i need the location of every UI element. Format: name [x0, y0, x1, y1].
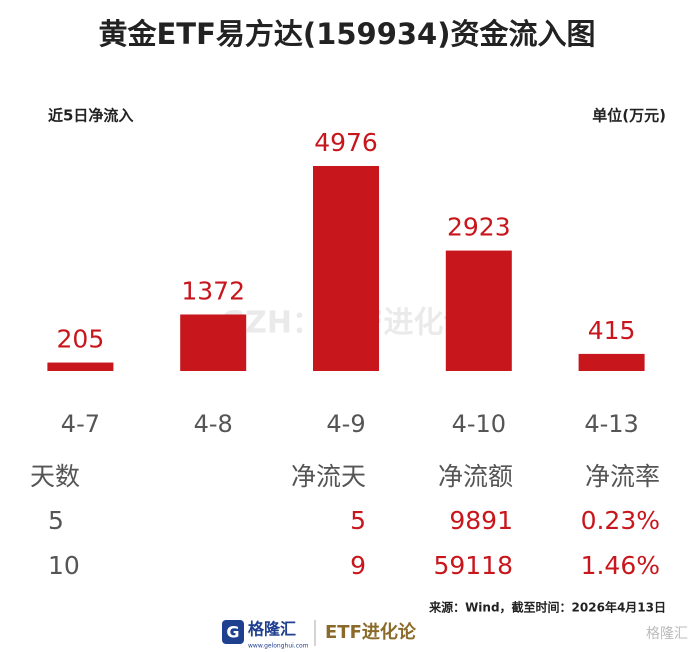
value-label: 205 [57, 325, 105, 354]
bar [180, 314, 247, 371]
account: ETF进化论 [325, 621, 417, 643]
value-label: 415 [588, 316, 636, 345]
value-label: 2923 [447, 213, 511, 242]
value-label: 4976 [314, 128, 378, 157]
table-cell: 5 [350, 506, 366, 535]
brand: 格隆汇 [248, 620, 296, 639]
x-tick-label: 4-8 [194, 410, 233, 438]
bar [578, 353, 645, 371]
x-tick-label: 4-10 [452, 410, 506, 438]
brand-logo-letter: G [226, 623, 239, 642]
source: 来源：Wind，截至时间：2026年4月13日 [428, 600, 666, 615]
table-cell: 59118 [433, 551, 513, 580]
table-cell: 1.46% [581, 551, 660, 580]
corner-mark: 格隆汇 [646, 626, 688, 642]
x-tick-label: 4-13 [584, 410, 638, 438]
x-tick-label: 4-7 [61, 410, 100, 438]
table-header: 净流额 [438, 462, 513, 491]
value-label: 1372 [181, 276, 245, 305]
subtitle: 近5日净流入 [48, 107, 133, 125]
chart-title: 黄金ETF易方达(159934)资金流入图 [99, 17, 596, 51]
table-cell: 5 [48, 506, 64, 535]
bar [313, 165, 379, 371]
bar [47, 362, 114, 371]
bar [445, 250, 512, 371]
brand-logo [222, 620, 244, 644]
brand-url: www.gelonghui.com [248, 643, 309, 650]
table-cell: 0.23% [581, 506, 660, 535]
table-cell: 10 [48, 551, 80, 580]
table-header: 天数 [30, 462, 80, 491]
table-header: 净流率 [585, 462, 660, 491]
x-tick-label: 4-9 [326, 410, 365, 438]
table-cell: 9 [350, 551, 366, 580]
table-header: 净流天 [291, 462, 366, 491]
table-cell: 9891 [449, 506, 513, 535]
unit: 单位(万元) [592, 107, 666, 125]
